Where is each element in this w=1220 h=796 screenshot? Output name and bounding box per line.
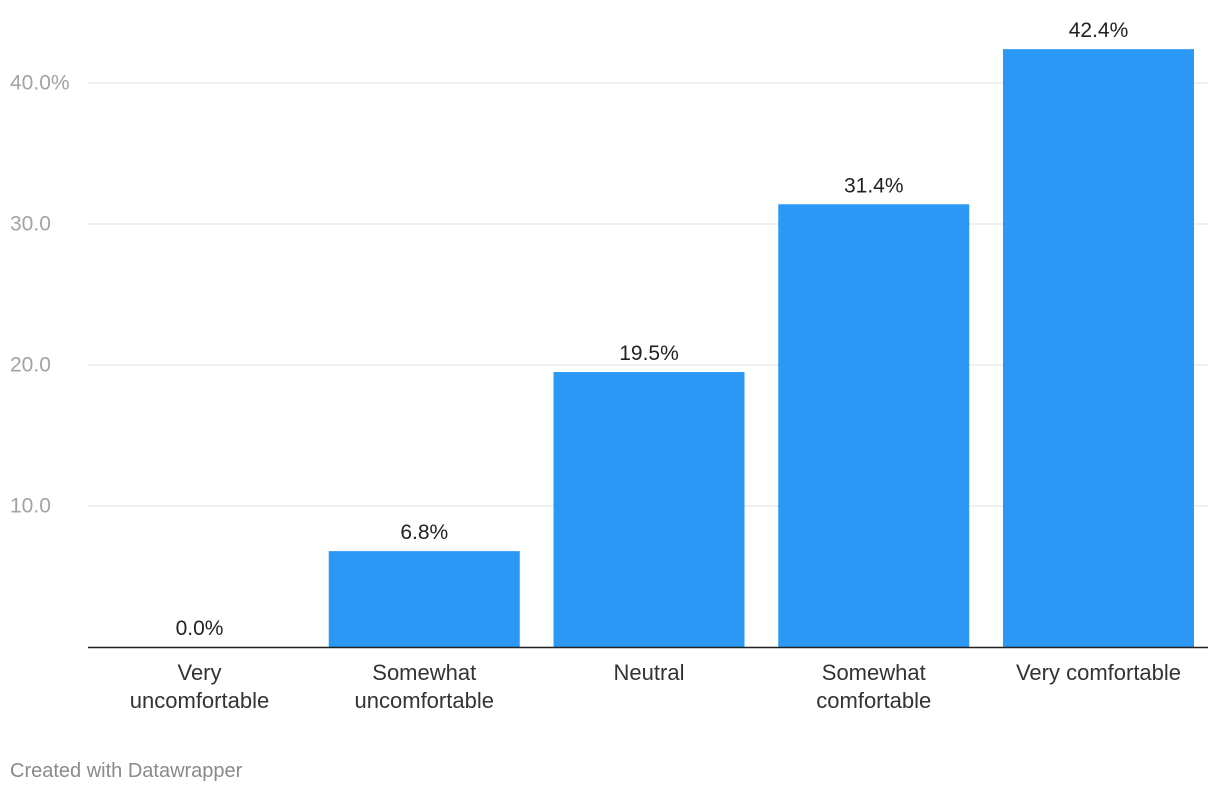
- datawrapper-credit: Created with Datawrapper: [10, 760, 243, 782]
- x-axis-tick-labels: Very uncomfortable Somewhat uncomfortable Ne…: [130, 660, 1181, 713]
- x-tick-label: Very comfortable: [1016, 660, 1181, 685]
- x-tick-label: Very: [177, 660, 221, 685]
- bar: [328, 551, 520, 647]
- bar: [1003, 49, 1194, 648]
- y-axis-tick-labels: 10.0 20.0 30.0 40.0%: [10, 72, 70, 518]
- x-tick-label: Somewhat: [822, 660, 926, 685]
- x-tick-label: Neutral: [614, 660, 685, 685]
- y-tick-label: 10.0: [10, 495, 51, 518]
- x-tick-label: Somewhat: [372, 660, 476, 685]
- bar: [553, 372, 745, 647]
- y-tick-label: 30.0: [10, 213, 51, 236]
- value-label: 0.0%: [176, 617, 224, 640]
- value-label: 6.8%: [400, 521, 448, 544]
- y-tick-label: 40.0%: [10, 72, 70, 95]
- x-tick-label: uncomfortable: [130, 688, 269, 713]
- value-label: 19.5%: [619, 342, 679, 365]
- x-tick-label: comfortable: [816, 688, 931, 713]
- value-label: 31.4%: [844, 174, 904, 197]
- value-labels: 0.0% 6.8% 19.5% 31.4% 42.4%: [176, 19, 1129, 640]
- x-tick-label: uncomfortable: [355, 688, 494, 713]
- value-label: 42.4%: [1069, 19, 1129, 42]
- bars: [328, 49, 1194, 648]
- bar: [778, 204, 970, 647]
- y-tick-label: 20.0: [10, 354, 51, 377]
